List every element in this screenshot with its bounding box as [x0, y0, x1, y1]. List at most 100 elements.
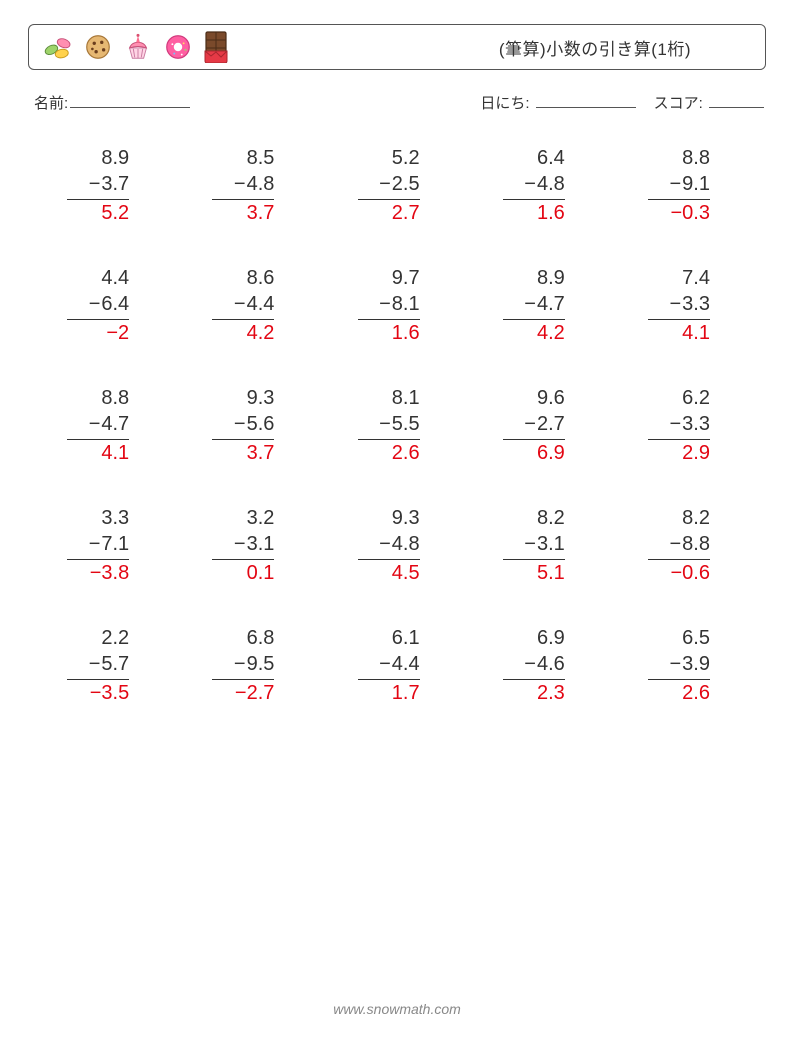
minuend: 8.9	[101, 145, 129, 171]
minus-sign: −	[524, 651, 536, 677]
problem: 8.8−9.1−0.3	[615, 145, 760, 225]
rule-line	[648, 199, 710, 200]
rule-line	[503, 439, 565, 440]
subtrahend-row: −2.5	[379, 171, 420, 197]
minus-sign: −	[89, 411, 101, 437]
rule-line	[503, 559, 565, 560]
answer: −2.7	[235, 681, 274, 705]
minuend: 6.2	[682, 385, 710, 411]
minus-sign: −	[669, 651, 681, 677]
rule-line	[212, 559, 274, 560]
header-box: (筆算)小数の引き算(1桁)	[28, 24, 766, 70]
minus-sign: −	[89, 531, 101, 557]
subtrahend-row: −4.8	[234, 171, 275, 197]
subtrahend-row: −8.8	[669, 531, 710, 557]
subtrahend-row: −5.7	[89, 651, 130, 677]
minuend: 6.4	[537, 145, 565, 171]
subtrahend-row: −3.3	[669, 411, 710, 437]
subtrahend-row: −4.4	[234, 291, 275, 317]
answer: 4.5	[392, 561, 420, 585]
minus-sign: −	[669, 411, 681, 437]
score-label: スコア:	[654, 95, 703, 112]
subtrahend-row: −3.9	[669, 651, 710, 677]
answer: 5.2	[101, 201, 129, 225]
minuend: 7.4	[682, 265, 710, 291]
minuend: 8.2	[682, 505, 710, 531]
answer: 6.9	[537, 441, 565, 465]
subtrahend: 7.1	[101, 531, 129, 557]
problem: 8.2−8.8 −0.6	[615, 505, 760, 585]
date-label: 日にち:	[480, 95, 529, 112]
subtrahend: 3.1	[247, 531, 275, 557]
problem: 3.2−3.10.1	[179, 505, 324, 585]
problems-grid: 8.9−3.75.28.5−4.83.75.2−2.52.76.4−4.81.6…	[28, 145, 766, 705]
name-blank[interactable]	[70, 93, 190, 108]
rule-line	[648, 679, 710, 680]
minuend: 9.6	[537, 385, 565, 411]
footer-link: www.snowmath.com	[0, 1001, 794, 1017]
problem: 8.6−4.44.2	[179, 265, 324, 345]
minus-sign: −	[379, 531, 391, 557]
problem: 6.4−4.81.6	[470, 145, 615, 225]
subtrahend-row: −7.1	[89, 531, 130, 557]
problem: 9.6−2.76.9	[470, 385, 615, 465]
date-blank[interactable]	[536, 93, 636, 108]
minus-sign: −	[234, 411, 246, 437]
minus-sign: −	[524, 531, 536, 557]
subtrahend: 4.6	[537, 651, 565, 677]
answer: 1.7	[392, 681, 420, 705]
minus-sign: −	[379, 171, 391, 197]
subtrahend: 4.8	[392, 531, 420, 557]
minus-sign: −	[669, 291, 681, 317]
subtrahend-row: −5.5	[379, 411, 420, 437]
minuend: 6.5	[682, 625, 710, 651]
problem: 7.4−3.34.1	[615, 265, 760, 345]
minuend: 6.8	[247, 625, 275, 651]
problem: 6.8−9.5−2.7	[179, 625, 324, 705]
minus-sign: −	[234, 291, 246, 317]
minus-sign: −	[524, 411, 536, 437]
subtrahend: 4.8	[537, 171, 565, 197]
name-label: 名前:	[34, 92, 68, 113]
rule-line	[212, 199, 274, 200]
subtrahend-row: −4.8	[379, 531, 420, 557]
worksheet-page: (筆算)小数の引き算(1桁) 名前: 日にち: スコア: 8.9−3.75.28…	[0, 0, 794, 1053]
subtrahend: 3.7	[101, 171, 129, 197]
rule-line	[648, 559, 710, 560]
rule-line	[67, 319, 129, 320]
answer: 3.7	[247, 441, 275, 465]
subtrahend-row: −4.7	[524, 291, 565, 317]
subtrahend: 4.7	[537, 291, 565, 317]
minuend: 8.9	[537, 265, 565, 291]
minus-sign: −	[524, 171, 536, 197]
answer: −3.5	[90, 681, 129, 705]
chocolate-bar-icon	[203, 31, 229, 63]
minus-sign: −	[379, 291, 391, 317]
rule-line	[503, 319, 565, 320]
problem: 9.3−4.84.5	[324, 505, 469, 585]
subtrahend: 4.8	[247, 171, 275, 197]
minuend: 6.9	[537, 625, 565, 651]
subtrahend: 5.6	[247, 411, 275, 437]
subtrahend: 3.3	[682, 411, 710, 437]
cupcake-icon	[123, 32, 153, 62]
minuend: 9.3	[247, 385, 275, 411]
meta-row: 名前: 日にち: スコア:	[28, 92, 766, 113]
rule-line	[212, 439, 274, 440]
rule-line	[358, 319, 420, 320]
minuend: 6.1	[392, 625, 420, 651]
problem: 2.2−5.7−3.5	[34, 625, 179, 705]
rule-line	[503, 679, 565, 680]
answer: −0.6	[671, 561, 710, 585]
score-blank[interactable]	[709, 93, 764, 108]
subtrahend-row: −4.8	[524, 171, 565, 197]
subtrahend: 8.8	[682, 531, 710, 557]
minus-sign: −	[89, 651, 101, 677]
problem: 9.7−8.11.6	[324, 265, 469, 345]
header-icon-row	[43, 31, 229, 63]
meta-right: 日にち: スコア:	[480, 92, 764, 113]
minuend: 8.8	[101, 385, 129, 411]
problem: 9.3−5.6 3.7	[179, 385, 324, 465]
minuend: 9.7	[392, 265, 420, 291]
subtrahend: 8.1	[392, 291, 420, 317]
